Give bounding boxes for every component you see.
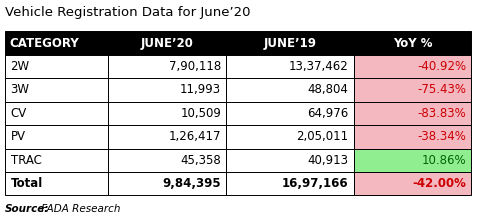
Text: 7,90,118: 7,90,118 <box>168 60 221 73</box>
Text: 40,913: 40,913 <box>307 154 348 167</box>
Text: YoY %: YoY % <box>392 37 432 49</box>
Text: TRAC: TRAC <box>11 154 41 167</box>
Text: JUNE’20: JUNE’20 <box>141 37 193 49</box>
Text: Source:: Source: <box>5 204 49 214</box>
Text: 1,26,417: 1,26,417 <box>168 130 221 143</box>
Text: -83.83%: -83.83% <box>417 107 466 120</box>
Text: -42.00%: -42.00% <box>412 177 466 190</box>
Text: 48,804: 48,804 <box>307 83 348 97</box>
Text: 3W: 3W <box>11 83 30 97</box>
Text: -75.43%: -75.43% <box>417 83 466 97</box>
Text: 9,84,395: 9,84,395 <box>162 177 221 190</box>
Text: 13,37,462: 13,37,462 <box>288 60 348 73</box>
Text: 10.86%: 10.86% <box>421 154 466 167</box>
Text: 45,358: 45,358 <box>180 154 221 167</box>
Text: 10,509: 10,509 <box>180 107 221 120</box>
Text: Vehicle Registration Data for June’20: Vehicle Registration Data for June’20 <box>5 6 250 19</box>
Text: -40.92%: -40.92% <box>417 60 466 73</box>
Text: CATEGORY: CATEGORY <box>10 37 79 49</box>
Text: Total: Total <box>11 177 43 190</box>
Text: -38.34%: -38.34% <box>417 130 466 143</box>
Text: FADA Research: FADA Research <box>37 204 120 214</box>
Text: 64,976: 64,976 <box>307 107 348 120</box>
Text: 16,97,166: 16,97,166 <box>281 177 348 190</box>
Text: 2W: 2W <box>11 60 30 73</box>
Text: JUNE’19: JUNE’19 <box>263 37 316 49</box>
Text: PV: PV <box>11 130 25 143</box>
Text: CV: CV <box>11 107 27 120</box>
Text: 11,993: 11,993 <box>180 83 221 97</box>
Text: 2,05,011: 2,05,011 <box>296 130 348 143</box>
